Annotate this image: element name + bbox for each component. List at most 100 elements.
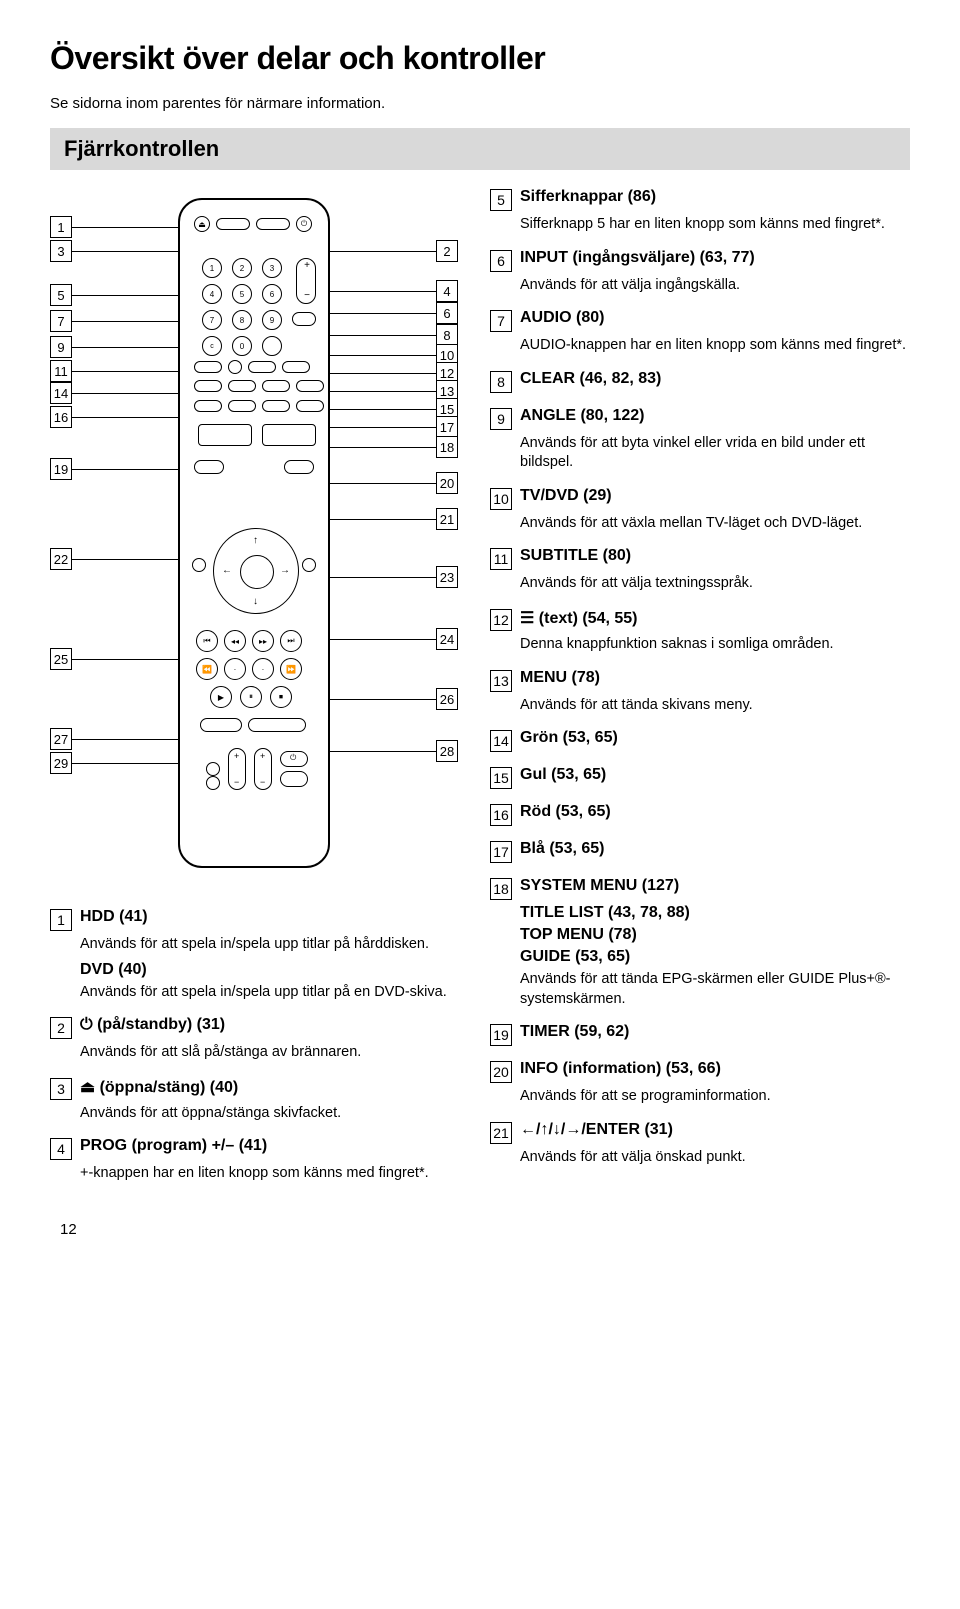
callout-line — [330, 251, 436, 252]
page-number: 12 — [60, 1221, 77, 1238]
callout-line — [330, 577, 436, 578]
callout-line — [72, 227, 178, 228]
item-title: ←/↑/↓/→/ENTER (31) — [520, 1121, 673, 1139]
extra2-button — [296, 380, 324, 392]
item-7: 7AUDIO (80)AUDIO-knappen har en liten kn… — [490, 309, 910, 356]
item-subtitle: TITLE LIST (43, 78, 88) — [520, 904, 910, 922]
tv-power-button: ⏻ — [280, 751, 308, 767]
callout-3: 3 — [50, 240, 72, 262]
power-icon: ⏻ — [296, 216, 312, 232]
dpad: ↑ ↓ ← → — [213, 528, 299, 614]
page-title: Översikt över delar och kontroller — [50, 40, 910, 77]
item-6: 6INPUT (ingångsväljare) (63, 77)Används … — [490, 249, 910, 296]
item-number: 1 — [50, 909, 72, 931]
enter-button — [240, 555, 274, 589]
callout-line — [72, 371, 178, 372]
callout-8: 8 — [436, 324, 458, 346]
blue-button — [296, 400, 324, 412]
info-button — [284, 460, 314, 474]
item-title: ⏏ (öppna/stäng) (40) — [80, 1077, 238, 1097]
item-desc: Används för att tända skivans meny. — [520, 696, 910, 716]
callout-line — [330, 519, 436, 520]
item-number: 8 — [490, 371, 512, 393]
item-11: 11SUBTITLE (80)Används för att välja tex… — [490, 547, 910, 594]
ff-icon: ▸▸ — [252, 630, 274, 652]
callout-19: 19 — [50, 458, 72, 480]
zoom-icon — [206, 762, 220, 776]
tvdvd-button — [248, 361, 276, 373]
num-4: 4 — [202, 284, 222, 304]
num-9: 9 — [262, 310, 282, 330]
item-number: 2 — [50, 1017, 72, 1039]
dvd-button — [256, 218, 290, 230]
item-desc: Används för att se programinformation. — [520, 1087, 910, 1107]
item-desc: Används för att slå på/stänga av brännar… — [80, 1043, 460, 1063]
item-number: 20 — [490, 1061, 512, 1083]
item-desc: Används för att välja textningsspråk. — [520, 574, 910, 594]
input-button — [292, 312, 316, 326]
callout-line — [330, 427, 436, 428]
item-number: 16 — [490, 804, 512, 826]
callout-29: 29 — [50, 752, 72, 774]
callout-line — [330, 409, 436, 410]
item-5: 5Sifferknappar (86)Sifferknapp 5 har en … — [490, 188, 910, 235]
num-1: 1 — [202, 258, 222, 278]
text-button — [194, 380, 222, 392]
item-title: ANGLE (80, 122) — [520, 407, 644, 425]
callout-line — [72, 347, 178, 348]
callout-line — [72, 469, 178, 470]
item-title: HDD (41) — [80, 908, 148, 926]
item-title: Röd (53, 65) — [520, 803, 611, 821]
callout-line — [330, 447, 436, 448]
callout-16: 16 — [50, 406, 72, 428]
item-title: SYSTEM MENU (127) — [520, 877, 679, 895]
item-15: 15 Gul (53, 65) — [490, 766, 910, 789]
callout-2: 2 — [436, 240, 458, 262]
extra1-button — [262, 380, 290, 392]
item-10: 10TV/DVD (29)Används för att växla mella… — [490, 487, 910, 534]
num-0: 0 — [232, 336, 252, 356]
item-8: 8 CLEAR (46, 82, 83) — [490, 370, 910, 393]
item-number: 3 — [50, 1078, 72, 1100]
item-title: TV/DVD (29) — [520, 487, 612, 505]
callout-line — [330, 335, 436, 336]
item-desc: Används för att byta vinkel eller vrida … — [520, 434, 910, 473]
item-title: Gul (53, 65) — [520, 766, 606, 784]
item-desc: Används för att öppna/stänga skivfacket. — [80, 1104, 460, 1124]
return-icon — [192, 558, 206, 572]
stop-icon: ⏹ — [270, 686, 292, 708]
callout-5: 5 — [50, 284, 72, 306]
callout-line — [72, 417, 178, 418]
item-21: 21←/↑/↓/→/ENTER (31)Används för att välj… — [490, 1121, 910, 1168]
callout-line — [72, 763, 178, 764]
item-title: TIMER (59, 62) — [520, 1023, 629, 1041]
item-title: Blå (53, 65) — [520, 840, 604, 858]
num-6: 6 — [262, 284, 282, 304]
item-number: 14 — [490, 730, 512, 752]
next-icon: ⏭ — [280, 630, 302, 652]
back-icon: ⏪ — [196, 658, 218, 680]
item-desc: Används för att välja ingångskälla. — [520, 276, 910, 296]
audio-button — [194, 361, 222, 373]
callout-27: 27 — [50, 728, 72, 750]
sysmenu-button — [198, 424, 252, 446]
clear-icon: c — [202, 336, 222, 356]
item-title: SUBTITLE (80) — [520, 547, 631, 565]
callout-26: 26 — [436, 688, 458, 710]
item-title: MENU (78) — [520, 669, 600, 687]
left-arrow-icon: ← — [222, 565, 232, 576]
item-number: 21 — [490, 1122, 512, 1144]
callout-14: 14 — [50, 382, 72, 404]
callout-line — [72, 295, 178, 296]
dot-icon: · — [224, 658, 246, 680]
section-header: Fjärrkontrollen — [50, 128, 910, 170]
pause-icon: ⏸ — [240, 686, 262, 708]
hdd-button — [216, 218, 250, 230]
callout-line — [72, 393, 178, 394]
item-number: 15 — [490, 767, 512, 789]
item-title: CLEAR (46, 82, 83) — [520, 370, 661, 388]
item-number: 7 — [490, 310, 512, 332]
callout-18: 18 — [436, 436, 458, 458]
item-desc: Sifferknapp 5 har en liten knopp som kän… — [520, 215, 910, 235]
callout-7: 7 — [50, 310, 72, 332]
